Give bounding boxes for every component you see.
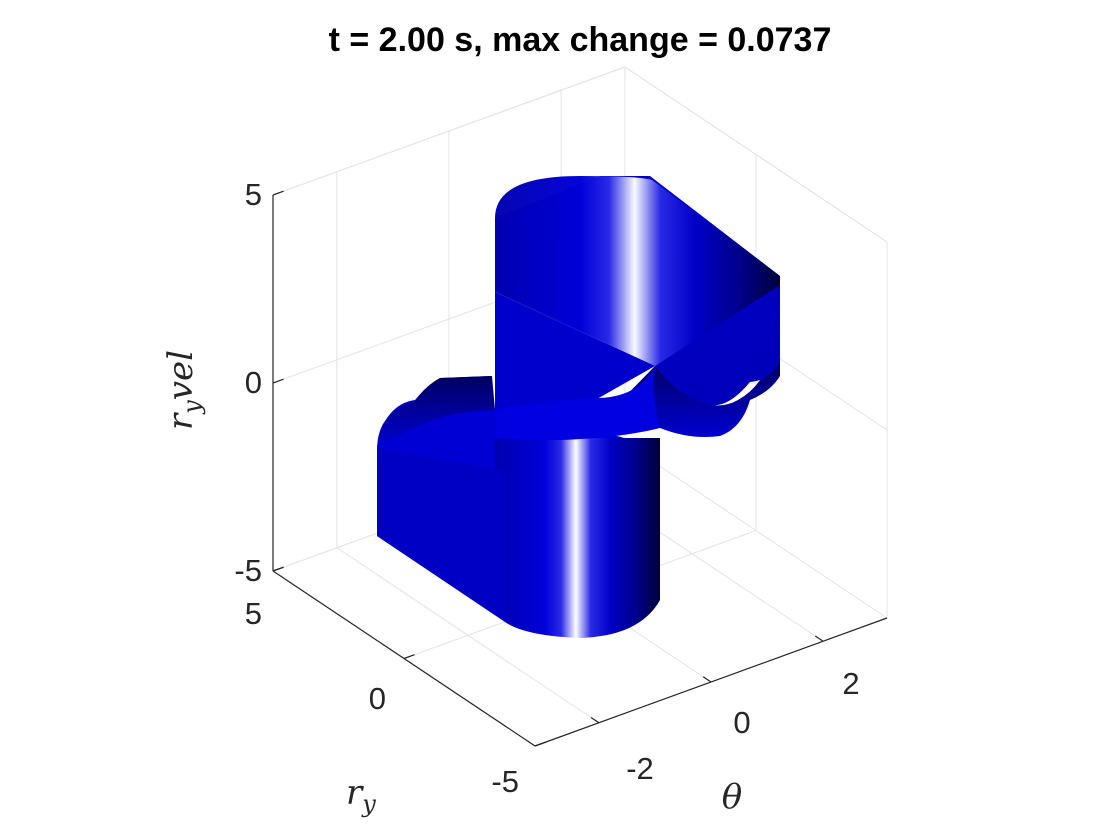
x-tick-mark [590, 717, 600, 724]
y-tick-label: 5 [245, 596, 262, 631]
x-tick-mark [814, 635, 824, 642]
y-axis-label-base: r [346, 773, 364, 813]
z-tick-label: 5 [245, 177, 262, 212]
z-tick-label: -5 [234, 553, 262, 588]
z-axis-label-rest: vel [161, 350, 201, 400]
z-axis-label-base: r [161, 412, 201, 430]
x-tick-label: 0 [733, 705, 750, 740]
z-tick-mark [272, 566, 284, 572]
x-axis-label: θ [722, 777, 742, 817]
z-tick-label: 0 [245, 365, 262, 400]
y-tick-label: -5 [491, 764, 519, 799]
z-axis-label-sub: y [178, 400, 206, 415]
upper-block-front [495, 218, 655, 420]
grid-line [272, 66, 626, 196]
lower-block-ledge [377, 376, 495, 448]
axes [272, 190, 888, 747]
upper-block-cylinder [495, 176, 780, 366]
y-tick-mark [403, 654, 415, 660]
chart-title: t = 2.00 s, max change = 0.0737 [329, 21, 832, 59]
y-axis-label-sub: y [361, 790, 376, 818]
z-tick-labels: 5 0 -5 [234, 177, 262, 588]
grid-line [624, 442, 888, 619]
grid-line [624, 66, 888, 243]
y-tick-mark [534, 741, 546, 747]
lower-block-cylinder [495, 438, 660, 638]
z-axis-label: ryvel [161, 350, 206, 430]
x-tick-label: -2 [626, 751, 654, 786]
surface [377, 176, 780, 638]
y-tick-labels: 5 0 -5 [245, 596, 519, 799]
z-tick-mark [272, 378, 284, 384]
middle-saddle [495, 366, 660, 440]
x-tick-labels: -2 0 2 [626, 666, 859, 786]
lower-block-left-face [377, 448, 505, 622]
z-tick-mark [272, 190, 284, 196]
x-tick-label: 2 [842, 666, 859, 701]
y-axis-label: ry [346, 773, 376, 818]
y-tick-label: 0 [369, 681, 386, 716]
x-tick-mark [702, 676, 712, 683]
